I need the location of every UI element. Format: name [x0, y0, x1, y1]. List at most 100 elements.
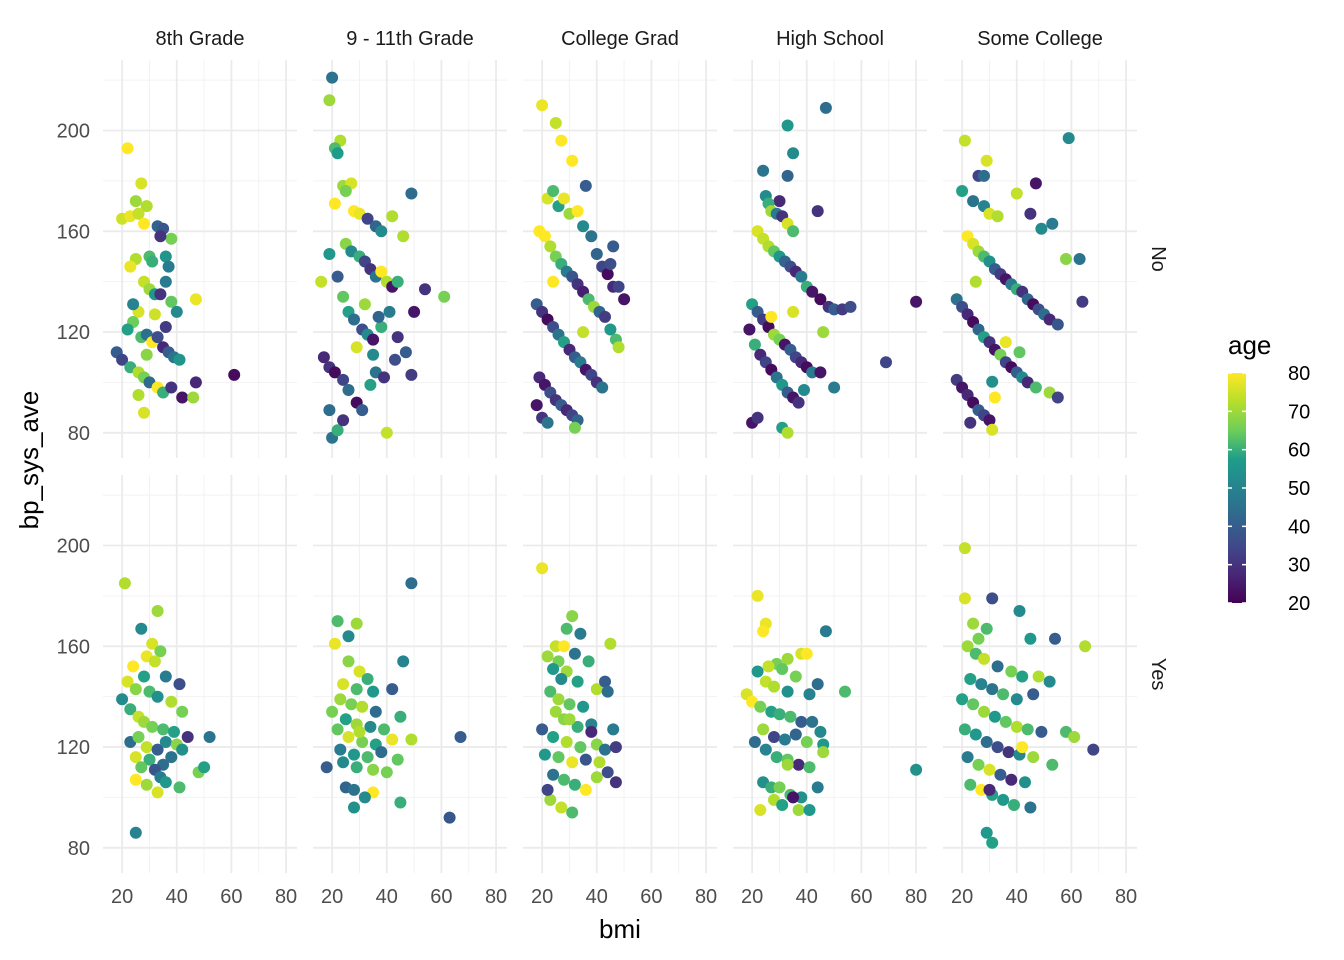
- data-point: [568, 778, 581, 791]
- data-point: [132, 207, 145, 220]
- data-point: [1029, 177, 1042, 190]
- y-tick-label: 160: [57, 221, 90, 243]
- data-point: [759, 743, 772, 756]
- data-point: [375, 265, 388, 278]
- data-point: [967, 195, 980, 208]
- data-point: [1016, 741, 1029, 754]
- data-point: [814, 366, 827, 379]
- data-point: [165, 381, 178, 394]
- data-point: [380, 426, 393, 439]
- data-point: [828, 381, 841, 394]
- data-point: [964, 778, 977, 791]
- data-point: [803, 688, 816, 701]
- data-point: [124, 260, 137, 273]
- data-point: [969, 275, 982, 288]
- data-point: [552, 751, 565, 764]
- data-point: [151, 331, 164, 344]
- data-point: [538, 230, 551, 243]
- data-point: [560, 736, 573, 748]
- data-point: [187, 391, 200, 404]
- data-point: [337, 414, 350, 427]
- data-point: [972, 758, 985, 771]
- data-point: [1079, 640, 1092, 653]
- axes-layer: 80 120 160 200 80 120 160 200 20 40 60 80 20 40 60 80 20…: [57, 121, 1138, 908]
- data-point: [596, 381, 609, 394]
- facet-column-label: College Grad: [561, 28, 679, 50]
- data-point: [348, 801, 360, 814]
- data-point: [342, 384, 355, 396]
- data-point: [1027, 688, 1040, 701]
- x-tick-label: 80: [485, 886, 507, 908]
- data-point: [819, 101, 832, 114]
- data-point: [367, 348, 380, 361]
- data-point: [817, 746, 830, 759]
- data-point: [1051, 391, 1064, 404]
- data-point: [198, 761, 211, 774]
- data-point: [159, 275, 172, 288]
- data-point: [408, 305, 421, 318]
- y-tick-label: 200: [57, 536, 90, 558]
- data-point: [983, 414, 996, 427]
- y-tick-label: 80: [68, 838, 90, 860]
- data-point: [601, 766, 614, 779]
- data-point: [768, 680, 780, 693]
- data-point: [148, 308, 161, 321]
- data-point: [1073, 253, 1086, 265]
- data-point: [751, 411, 764, 424]
- data-point: [391, 753, 404, 766]
- x-tick-label: 40: [376, 886, 398, 908]
- data-point: [618, 293, 631, 306]
- data-point: [748, 338, 761, 351]
- data-point: [170, 305, 183, 318]
- data-point: [121, 142, 134, 155]
- data-point: [986, 683, 999, 696]
- data-point: [1035, 725, 1048, 738]
- data-point: [806, 715, 819, 728]
- x-tick-label: 80: [275, 886, 297, 908]
- data-point: [751, 665, 764, 678]
- data-point: [348, 748, 360, 761]
- data-point: [350, 617, 363, 630]
- data-point: [563, 698, 576, 711]
- panel-grid: [313, 60, 507, 458]
- data-point: [339, 713, 352, 726]
- data-point: [353, 725, 366, 738]
- data-point: [754, 804, 767, 816]
- data-point: [806, 285, 819, 298]
- data-point: [165, 295, 178, 308]
- data-point: [961, 751, 974, 764]
- data-point: [1005, 665, 1018, 678]
- data-point: [751, 589, 764, 602]
- data-point: [839, 685, 851, 698]
- data-point: [189, 376, 202, 389]
- data-point: [146, 637, 159, 650]
- data-point: [328, 366, 341, 379]
- data-point: [811, 781, 824, 794]
- data-point: [792, 396, 805, 409]
- panel-grid: [523, 475, 717, 873]
- data-point: [803, 804, 816, 816]
- data-point: [405, 187, 418, 200]
- data-point: [773, 781, 786, 794]
- data-point: [577, 700, 590, 713]
- data-point: [999, 715, 1012, 728]
- legend-ticks: 20 30 40 50 60 70 80: [1228, 363, 1310, 615]
- data-point: [358, 791, 371, 804]
- data-point: [443, 811, 456, 824]
- data-point: [1008, 799, 1020, 811]
- data-point: [132, 389, 145, 401]
- y-tick-label: 160: [57, 636, 90, 658]
- data-point: [599, 310, 611, 323]
- data-point: [353, 665, 366, 678]
- data-point: [165, 232, 178, 245]
- x-tick-label: 20: [111, 886, 133, 908]
- data-point: [536, 562, 549, 575]
- data-point: [372, 310, 385, 323]
- data-point: [116, 353, 129, 366]
- data-point: [814, 293, 827, 306]
- data-point: [405, 577, 418, 590]
- data-point: [787, 305, 800, 318]
- data-point: [159, 250, 172, 263]
- data-point: [558, 640, 570, 653]
- data-point: [795, 270, 808, 283]
